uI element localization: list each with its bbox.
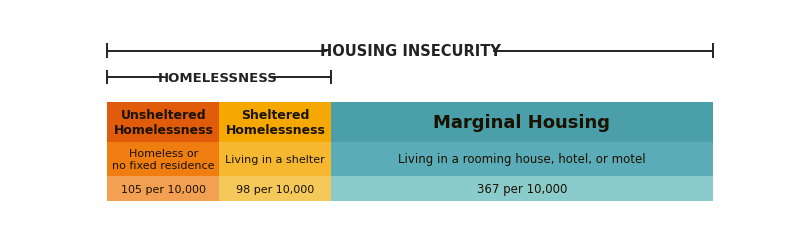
- Bar: [331, 177, 713, 201]
- Text: Homeless or
no fixed residence: Homeless or no fixed residence: [112, 148, 214, 170]
- Text: 367 per 10,000: 367 per 10,000: [477, 182, 567, 195]
- Text: Marginal Housing: Marginal Housing: [434, 113, 610, 131]
- Bar: [107, 177, 219, 201]
- Text: Living in a rooming house, hotel, or motel: Living in a rooming house, hotel, or mot…: [398, 153, 646, 166]
- Bar: [219, 142, 331, 177]
- Bar: [219, 102, 331, 142]
- Bar: [331, 142, 713, 177]
- Text: Living in a shelter: Living in a shelter: [226, 154, 326, 164]
- Bar: [331, 102, 713, 142]
- Bar: [107, 142, 219, 177]
- Bar: [107, 102, 219, 142]
- Text: HOMELESSNESS: HOMELESSNESS: [158, 71, 278, 84]
- Text: 98 per 10,000: 98 per 10,000: [236, 184, 314, 194]
- Text: Sheltered
Homelessness: Sheltered Homelessness: [226, 108, 326, 136]
- Bar: [219, 177, 331, 201]
- Text: Unsheltered
Homelessness: Unsheltered Homelessness: [114, 108, 214, 136]
- Text: HOUSING INSECURITY: HOUSING INSECURITY: [319, 44, 501, 59]
- Text: 105 per 10,000: 105 per 10,000: [121, 184, 206, 194]
